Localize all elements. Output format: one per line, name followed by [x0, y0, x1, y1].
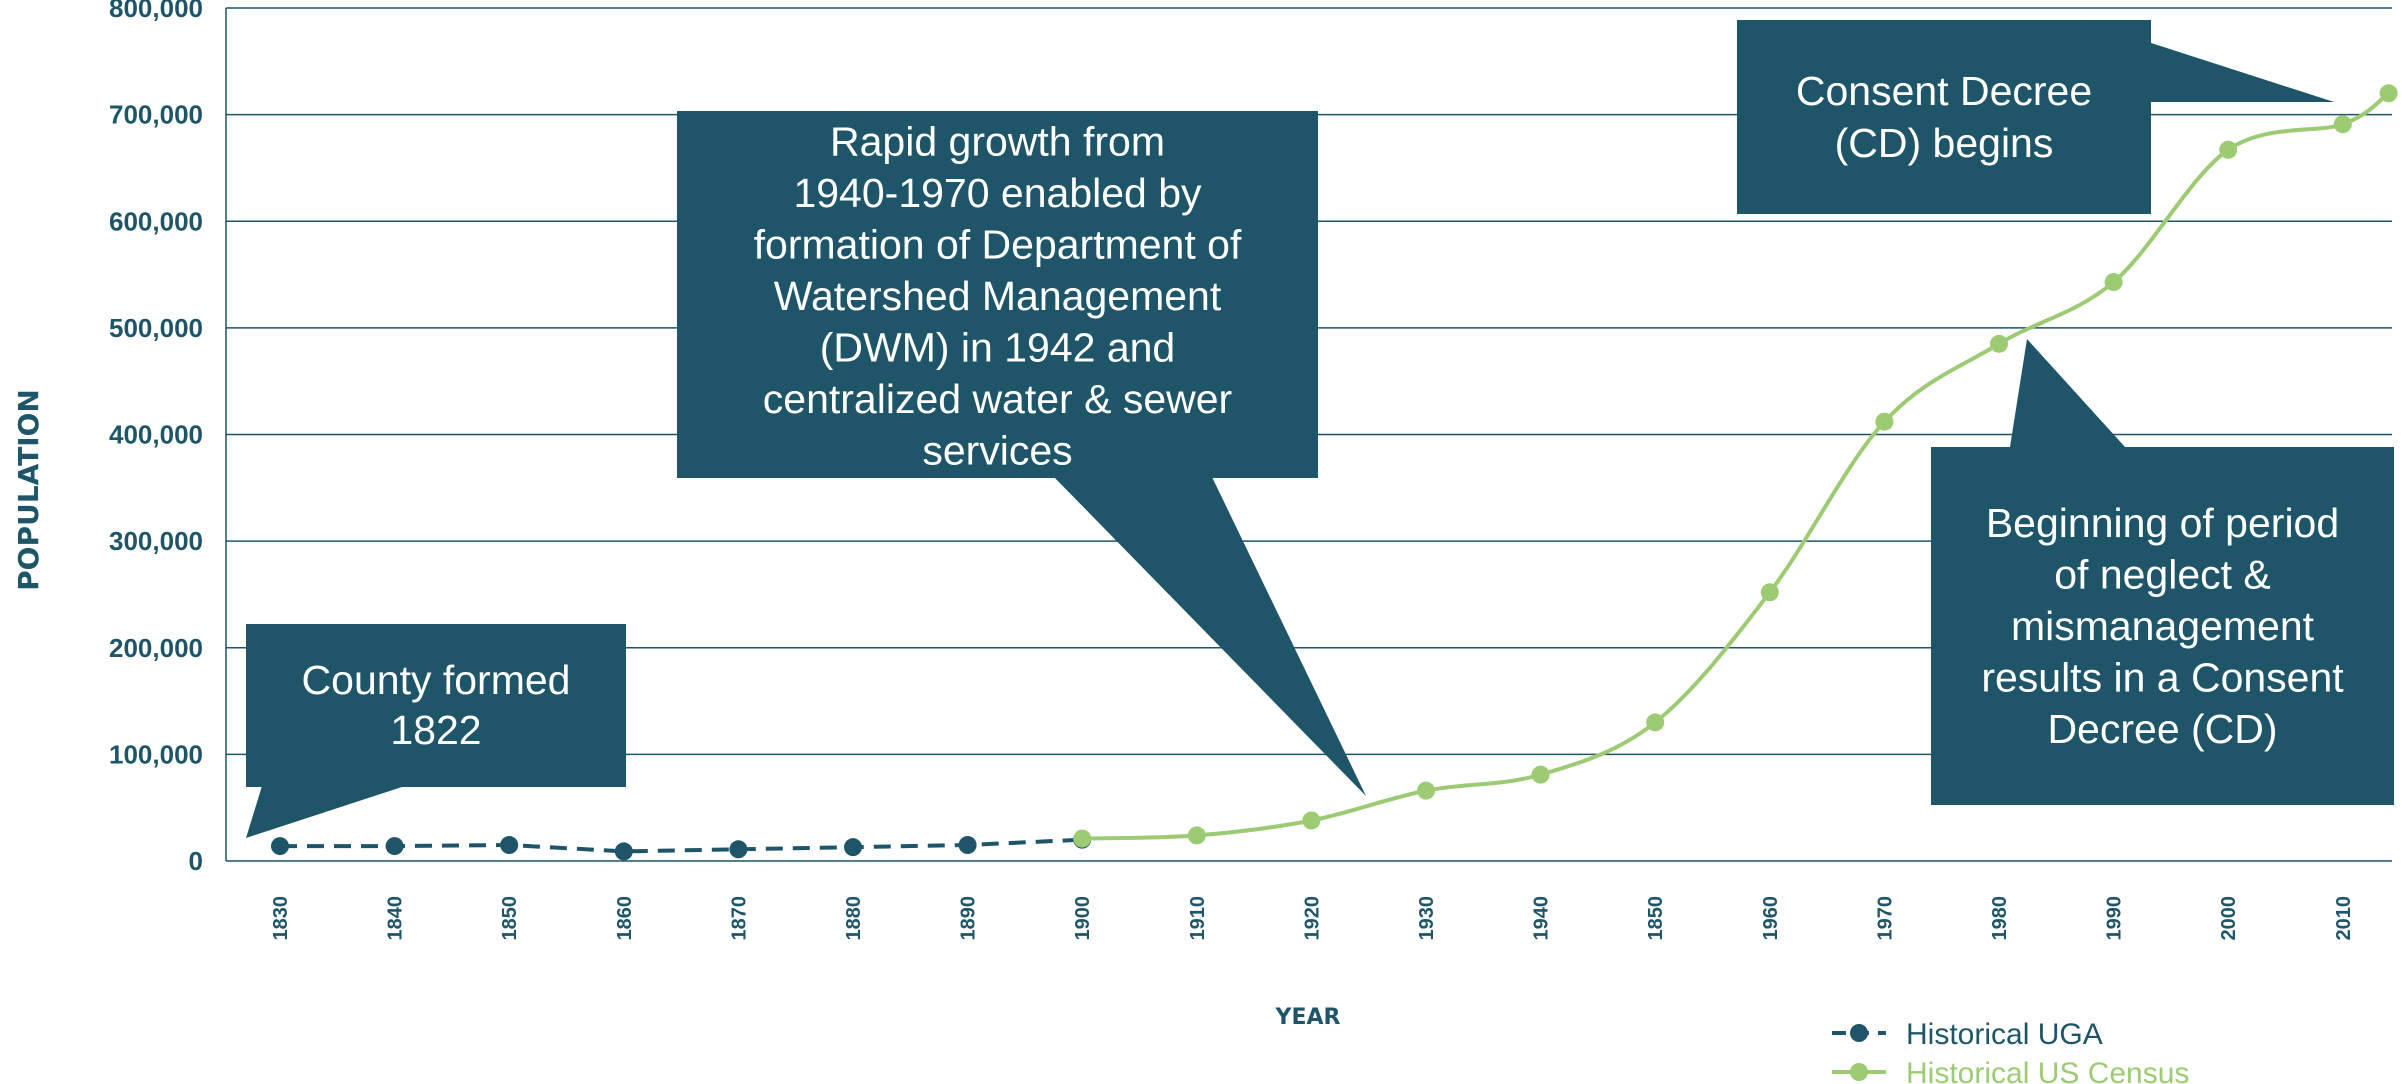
callout-text-line: centralized water & sewer [763, 376, 1232, 422]
callout-text-line: of neglect & [2054, 552, 2271, 598]
historical-us-census-point [1990, 334, 2008, 353]
legend-label: Historical UGA [1906, 1018, 2103, 1051]
historical-uga-point [385, 837, 404, 856]
legend: Historical UGA Historical US Census [1832, 1018, 2189, 1084]
x-tick-label: 2000 [2218, 896, 2240, 941]
y-tick-label: 600,000 [109, 206, 203, 236]
historical-us-census-point [2333, 115, 2352, 134]
historical-us-census-point [1760, 583, 1779, 602]
callout-pointer [246, 786, 405, 838]
x-tick-label: 1870 [728, 896, 750, 941]
legend-label: Historical US Census [1906, 1057, 2189, 1084]
callout-pointer [2010, 339, 2125, 447]
x-tick-label: 1850 [499, 896, 521, 941]
callout-box [1737, 20, 2151, 214]
y-tick-label: 200,000 [109, 633, 203, 663]
historical-us-census-point [2219, 140, 2238, 159]
x-tick-label: 1880 [843, 896, 865, 941]
historical-us-census-point [2104, 273, 2123, 292]
historical-uga-point [500, 836, 519, 855]
series-layer [271, 84, 2398, 861]
x-tick-label: 2010 [2333, 896, 2355, 941]
y-tick-label: 100,000 [109, 739, 203, 769]
x-tick-label: 1960 [1760, 896, 1782, 941]
x-tick-label: 1830 [270, 896, 292, 941]
x-tick-label: 1970 [1874, 896, 1896, 941]
y-tick-label: 400,000 [109, 420, 203, 450]
historical-uga-point [844, 838, 862, 857]
callout-text-line: results in a Consent [1981, 655, 2344, 701]
historical-us-census-point [1417, 781, 1435, 800]
callout-text-line: Beginning of period [1986, 500, 2339, 546]
x-tick-label: 1980 [1989, 896, 2011, 941]
x-tick-label: 1890 [958, 896, 980, 941]
callout-text-line: services [922, 428, 1072, 474]
callout-text-line: mismanagement [2011, 603, 2315, 649]
x-tick-label: 1910 [1187, 896, 1209, 941]
legend-swatch-marker [1850, 1063, 1868, 1081]
historical-us-census-point [1302, 811, 1321, 830]
x-axis-title: YEAR [1275, 1005, 1341, 1030]
historical-us-census-point [1187, 826, 1206, 845]
y-tick-label: 500,000 [109, 313, 203, 343]
historical-us-census-point [1531, 765, 1550, 784]
callout-box [1931, 447, 2394, 805]
x-tick-label: 1920 [1301, 896, 1323, 941]
historical-uga-point [271, 837, 289, 856]
callout-text-line: (DWM) in 1942 and [820, 325, 1175, 371]
y-tick-label: 800,000 [109, 0, 203, 23]
historical-us-census-point [1646, 713, 1665, 732]
callout-text-line: Rapid growth from [830, 119, 1165, 165]
callout-box [677, 111, 1318, 478]
callout-consent: Consent Decree (CD) begins [1737, 20, 2334, 214]
callout-pointer [2080, 20, 2334, 102]
callout-text-line: 1822 [390, 707, 481, 753]
legend-item-historical-us-census: Historical US Census [1832, 1057, 2189, 1084]
y-tick-label: 300,000 [109, 526, 203, 556]
historical-us-census-point [2379, 84, 2398, 103]
callout-text-line: Decree (CD) [2047, 706, 2277, 752]
historical-us-census-point [1073, 829, 1092, 848]
historical-us-census-point [1875, 412, 1894, 431]
x-tick-label: 1940 [1531, 896, 1553, 941]
callout-pointer [1054, 477, 1366, 796]
callout-text-line: County formed [302, 657, 571, 703]
callout-text-line: 1940-1970 enabled by [793, 170, 1202, 216]
y-axis-title: POPULATION [12, 389, 45, 591]
x-tick-label: 1900 [1072, 896, 1094, 941]
x-tick-label: 1860 [614, 896, 636, 941]
callout-text-line: Watershed Management [774, 273, 1222, 319]
y-tick-label: 700,000 [109, 100, 203, 130]
y-tick-label: 0 [189, 846, 203, 876]
callout-text-line: formation of Department of [754, 222, 1242, 268]
x-axis-ticks: 1830 1840 1850 1860 1870 1880 1890 1900 1910 1920… [270, 896, 2355, 941]
x-tick-label: 1850 [1645, 896, 1667, 941]
callout-neglect: Beginning of period of neglect & mismanage… [1931, 339, 2394, 805]
historical-uga-point [958, 836, 977, 855]
historical-uga-point [729, 840, 748, 859]
x-tick-label: 1990 [2104, 896, 2126, 941]
x-tick-label: 1840 [385, 896, 407, 941]
callout-text-line: (CD) begins [1835, 120, 2054, 166]
callout-text-line: Consent Decree [1796, 68, 2092, 114]
historical-uga-point [614, 842, 633, 861]
callout-growth: Rapid growth from 1940-1970 enabled by for… [677, 111, 1366, 796]
callout-box [246, 624, 626, 787]
y-axis-ticks: 0 100,000 200,000 300,000 400,000 500,000 600,… [109, 0, 203, 876]
legend-item-historical-uga: Historical UGA [1832, 1018, 2103, 1051]
legend-swatch-marker [1850, 1024, 1868, 1042]
x-tick-label: 1930 [1416, 896, 1438, 941]
